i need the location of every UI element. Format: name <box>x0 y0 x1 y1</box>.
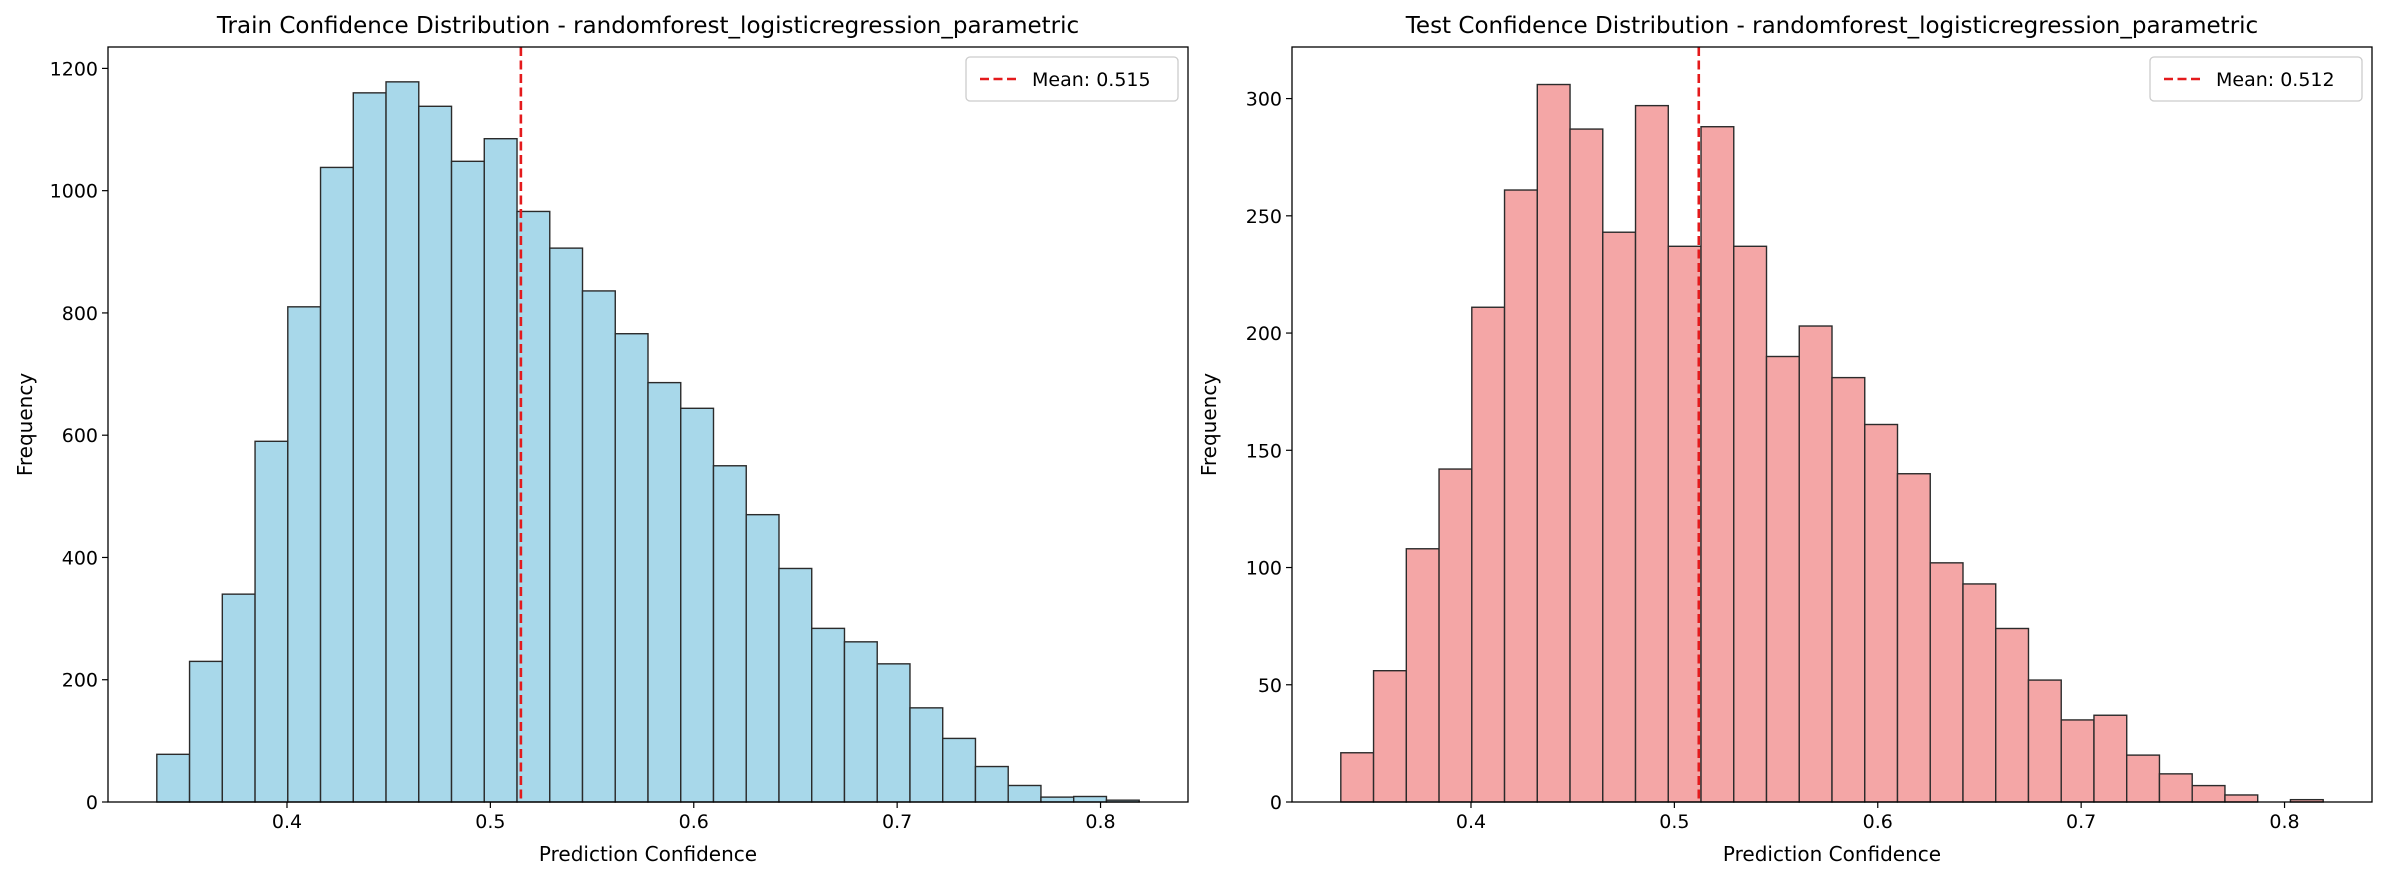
histogram-bar <box>843 641 878 803</box>
histogram-bar <box>1995 627 2030 803</box>
histogram-bar <box>1700 126 1735 803</box>
histogram-bar <box>1040 796 1075 803</box>
histogram-bar <box>1072 795 1108 803</box>
histogram-bar <box>1634 104 1669 803</box>
plot-frame <box>107 46 1189 803</box>
y-tick-label: 0 <box>86 792 98 814</box>
histogram-bar <box>712 465 747 803</box>
chart-title: Test Confidence Distribution - randomfor… <box>1405 13 2258 39</box>
y-tick-label: 800 <box>62 303 98 325</box>
histogram-bar <box>418 105 453 803</box>
y-tick-label: 200 <box>62 670 98 692</box>
chart-title: Train Confidence Distribution - randomfo… <box>216 13 1079 39</box>
histogram-bar <box>2093 714 2128 803</box>
histogram-bar <box>1602 231 1637 803</box>
x-tick-label: 0.4 <box>272 811 302 833</box>
histogram-bar <box>2027 679 2062 803</box>
histogram-bar <box>1765 355 1800 803</box>
legend-box <box>965 56 1179 102</box>
x-tick-label: 0.8 <box>2269 811 2299 833</box>
histogram-bar <box>287 306 322 803</box>
y-tick-label: 600 <box>62 425 98 447</box>
histogram-bar <box>254 440 289 803</box>
histogram-bar <box>319 166 354 803</box>
histogram-bar <box>811 627 846 803</box>
histogram-bar <box>2126 754 2161 803</box>
x-tick-label: 0.5 <box>475 811 505 833</box>
histogram-bar <box>1007 784 1042 803</box>
plot-frame <box>1291 46 2373 803</box>
histogram-bar <box>1733 245 1768 803</box>
histogram-bar <box>1471 306 1506 803</box>
histogram-bar <box>614 333 649 803</box>
histogram-bar <box>647 381 682 803</box>
histogram-bar <box>2224 794 2259 803</box>
y-tick-label: 100 <box>1246 558 1282 580</box>
histogram-bar <box>188 660 224 803</box>
histogram-bar <box>1340 752 1375 803</box>
y-tick-label: 0 <box>1270 792 1282 814</box>
x-tick-label: 0.7 <box>2066 811 2096 833</box>
histogram-bar <box>1929 562 1964 803</box>
y-tick-label: 50 <box>1258 675 1282 697</box>
histogram-bar <box>385 81 420 803</box>
x-tick-label: 0.6 <box>679 811 709 833</box>
x-axis-label: Prediction Confidence <box>1723 842 1941 866</box>
legend-box <box>2149 56 2363 102</box>
histogram-bar <box>1503 189 1538 803</box>
histogram-bar <box>1798 325 1833 803</box>
histogram-bar <box>680 407 715 803</box>
histogram-bar <box>745 513 780 803</box>
histogram-bar <box>1962 583 1997 803</box>
histogram-bar <box>352 92 387 803</box>
histogram-bar <box>1569 128 1604 803</box>
legend-label: Mean: 0.515 <box>1032 69 1151 91</box>
x-tick-label: 0.8 <box>1085 811 1115 833</box>
histogram-bar <box>549 247 584 803</box>
histogram-bar <box>1896 473 1931 803</box>
y-tick-label: 1000 <box>50 181 98 203</box>
y-tick-label: 400 <box>62 547 98 569</box>
y-axis-label: Frequency <box>1197 373 1221 476</box>
histogram-bar <box>1405 548 1440 803</box>
histogram-bar <box>1864 423 1899 803</box>
histogram-bar <box>1667 245 1702 803</box>
y-tick-label: 150 <box>1246 440 1282 462</box>
histogram-bar <box>974 765 1009 803</box>
x-tick-label: 0.5 <box>1659 811 1689 833</box>
x-tick-label: 0.4 <box>1456 811 1486 833</box>
histogram-bar <box>483 137 518 803</box>
histogram-bar <box>1831 376 1866 803</box>
histogram-bar <box>156 753 191 803</box>
x-axis-label: Prediction Confidence <box>539 842 757 866</box>
histogram-bar <box>450 160 485 803</box>
histogram-bar <box>2060 719 2095 803</box>
x-tick-label: 0.7 <box>882 811 912 833</box>
histogram-bar <box>221 593 256 803</box>
histogram-bar <box>1536 83 1571 803</box>
histogram-bar <box>1438 468 1473 803</box>
histogram-bar <box>2158 773 2193 803</box>
histogram-bar <box>778 567 813 803</box>
y-tick-label: 250 <box>1246 206 1282 228</box>
histogram-bar <box>942 737 977 803</box>
x-tick-label: 0.6 <box>1863 811 1893 833</box>
y-tick-label: 200 <box>1246 323 1282 345</box>
histogram-bar <box>516 210 551 803</box>
histogram-bar <box>909 707 944 803</box>
histogram-bar <box>2191 784 2226 803</box>
y-tick-label: 300 <box>1246 89 1282 111</box>
y-tick-label: 1200 <box>50 58 98 80</box>
histogram-bar <box>1372 670 1408 803</box>
legend-label: Mean: 0.512 <box>2216 69 2335 91</box>
histogram-bar <box>581 290 616 803</box>
y-axis-label: Frequency <box>13 373 37 476</box>
histogram-bar <box>876 663 911 803</box>
